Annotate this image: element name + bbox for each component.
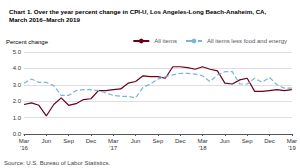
svg-text:0.0: 0.0: [13, 131, 22, 137]
svg-text:Mar: Mar: [287, 138, 297, 144]
svg-text:'16: '16: [20, 145, 28, 151]
svg-text:4.0: 4.0: [13, 65, 22, 71]
svg-text:'17: '17: [109, 145, 117, 151]
svg-text:Jun: Jun: [220, 138, 230, 144]
svg-text:Dec: Dec: [86, 138, 97, 144]
svg-text:5.0: 5.0: [13, 49, 22, 55]
svg-text:Sep: Sep: [153, 138, 164, 144]
svg-text:Sep: Sep: [63, 138, 74, 144]
svg-text:Source: U.S. Bureau of Labor S: Source: U.S. Bureau of Labor Statistics.: [4, 160, 110, 166]
svg-text:1.0: 1.0: [13, 115, 22, 121]
svg-text:2.0: 2.0: [13, 98, 22, 104]
svg-text:Mar: Mar: [197, 138, 207, 144]
svg-text:Jun: Jun: [131, 138, 141, 144]
svg-text:3.0: 3.0: [13, 82, 22, 88]
svg-text:March 2016–March 2019: March 2016–March 2019: [9, 16, 80, 23]
svg-text:Chart 1. Over the year percent: Chart 1. Over the year percent change in…: [9, 8, 267, 15]
svg-text:'19: '19: [288, 145, 296, 151]
svg-text:Mar: Mar: [19, 138, 29, 144]
svg-text:Mar: Mar: [108, 138, 118, 144]
svg-text:All items: All items: [154, 38, 177, 44]
svg-text:Dec: Dec: [175, 138, 186, 144]
svg-text:Sep: Sep: [242, 138, 253, 144]
svg-text:Jun: Jun: [41, 138, 51, 144]
svg-text:Percent change: Percent change: [6, 39, 49, 45]
svg-text:'18: '18: [199, 145, 207, 151]
svg-text:All items less food and energy: All items less food and energy: [207, 38, 287, 44]
svg-text:Dec: Dec: [264, 138, 275, 144]
